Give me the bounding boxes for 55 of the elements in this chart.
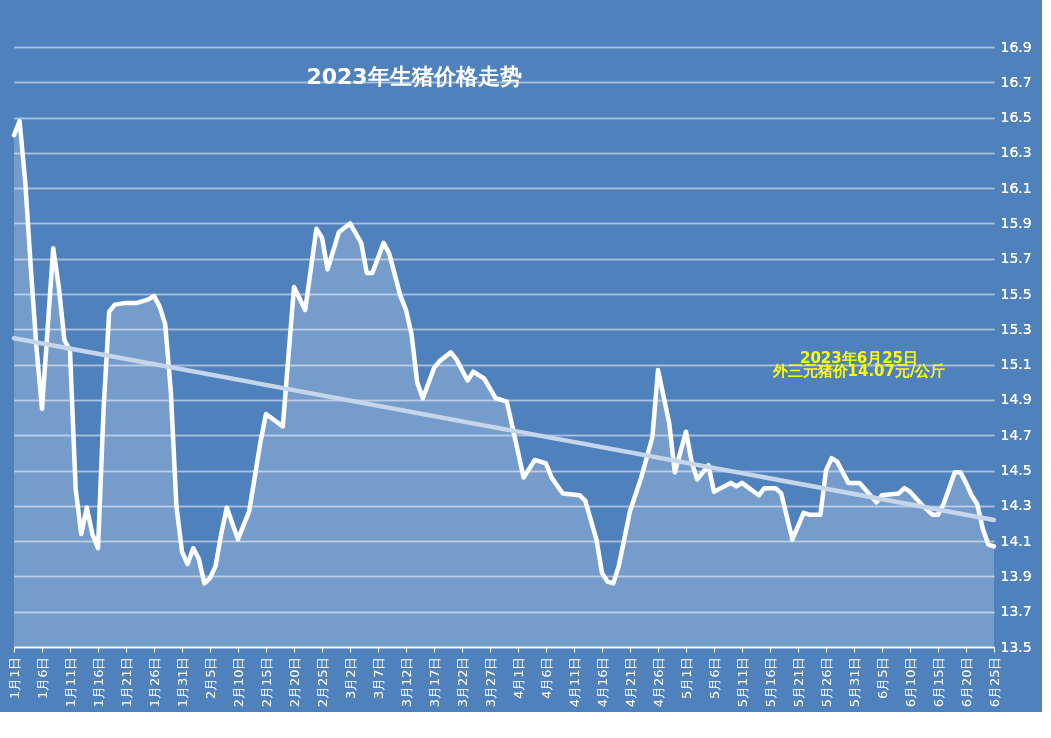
y-tick-label: 16.3: [1000, 144, 1032, 161]
x-tick-label: 4月1日: [510, 656, 526, 700]
x-tick-label: 5月1日: [678, 656, 694, 700]
y-tick-label: 14.5: [1000, 462, 1032, 479]
y-tick-label: 13.7: [1000, 603, 1032, 620]
x-tick-label: 1月11日: [62, 656, 78, 708]
y-tick-label: 13.9: [1000, 567, 1032, 584]
x-tick-label: 2月25日: [314, 656, 330, 708]
x-tick-label: 4月16日: [594, 656, 610, 708]
x-tick-label: 5月31日: [846, 656, 862, 708]
y-tick-label: 15.9: [1000, 214, 1032, 231]
x-tick-label: 1月21日: [118, 656, 134, 708]
x-tick-label: 5月6日: [706, 656, 722, 700]
x-tick-label: 2月5日: [202, 656, 218, 700]
x-tick-label: 1月16日: [90, 656, 106, 708]
x-tick-label: 1月1日: [6, 656, 22, 700]
y-tick-label: 15.1: [1000, 356, 1032, 373]
y-tick-label: 15.5: [1000, 285, 1032, 302]
x-tick-label: 3月22日: [454, 656, 470, 708]
x-tick-label: 3月7日: [370, 656, 386, 700]
x-tick-label: 5月11日: [734, 656, 750, 708]
x-tick-label: 5月21日: [790, 656, 806, 708]
x-tick-label: 2月20日: [286, 656, 302, 708]
y-tick-label: 16.5: [1000, 109, 1032, 126]
x-tick-label: 4月6日: [538, 656, 554, 700]
x-tick-label: 5月16日: [762, 656, 778, 708]
y-tick-label: 13.5: [1000, 638, 1032, 655]
x-tick-label: 6月15日: [930, 656, 946, 708]
y-tick-label: 15.3: [1000, 320, 1032, 337]
x-tick-label: 6月25日: [986, 656, 1002, 708]
x-tick-label: 5月26日: [818, 656, 834, 708]
x-tick-label: 4月26日: [650, 656, 666, 708]
x-tick-label: 1月26日: [146, 656, 162, 708]
x-tick-label: 2月15日: [258, 656, 274, 708]
x-tick-label: 6月10日: [902, 656, 918, 708]
y-tick-label: 16.7: [1000, 73, 1032, 90]
y-tick-label: 14.3: [1000, 497, 1032, 514]
y-tick-label: 15.7: [1000, 250, 1032, 267]
x-tick-label: 3月17日: [426, 656, 442, 708]
x-tick-label: 4月11日: [566, 656, 582, 708]
x-tick-label: 1月31日: [174, 656, 190, 708]
x-tick-label: 2月10日: [230, 656, 246, 708]
x-tick-label: 1月6日: [34, 656, 50, 700]
y-tick-label: 16.9: [1000, 38, 1032, 55]
text: 2023年生猪价格走势: [306, 64, 522, 89]
y-tick-label: 14.1: [1000, 532, 1032, 549]
x-tick-label: 3月2日: [342, 656, 358, 700]
x-tick-label: 3月12日: [398, 656, 414, 708]
y-tick-label: 16.1: [1000, 179, 1032, 196]
x-tick-label: 6月20日: [958, 656, 974, 708]
x-tick-label: 4月21日: [622, 656, 638, 708]
y-tick-label: 14.7: [1000, 426, 1032, 443]
x-tick-label: 6月5日: [874, 656, 890, 700]
x-tick-label: 3月27日: [482, 656, 498, 708]
y-tick-label: 14.9: [1000, 391, 1032, 408]
